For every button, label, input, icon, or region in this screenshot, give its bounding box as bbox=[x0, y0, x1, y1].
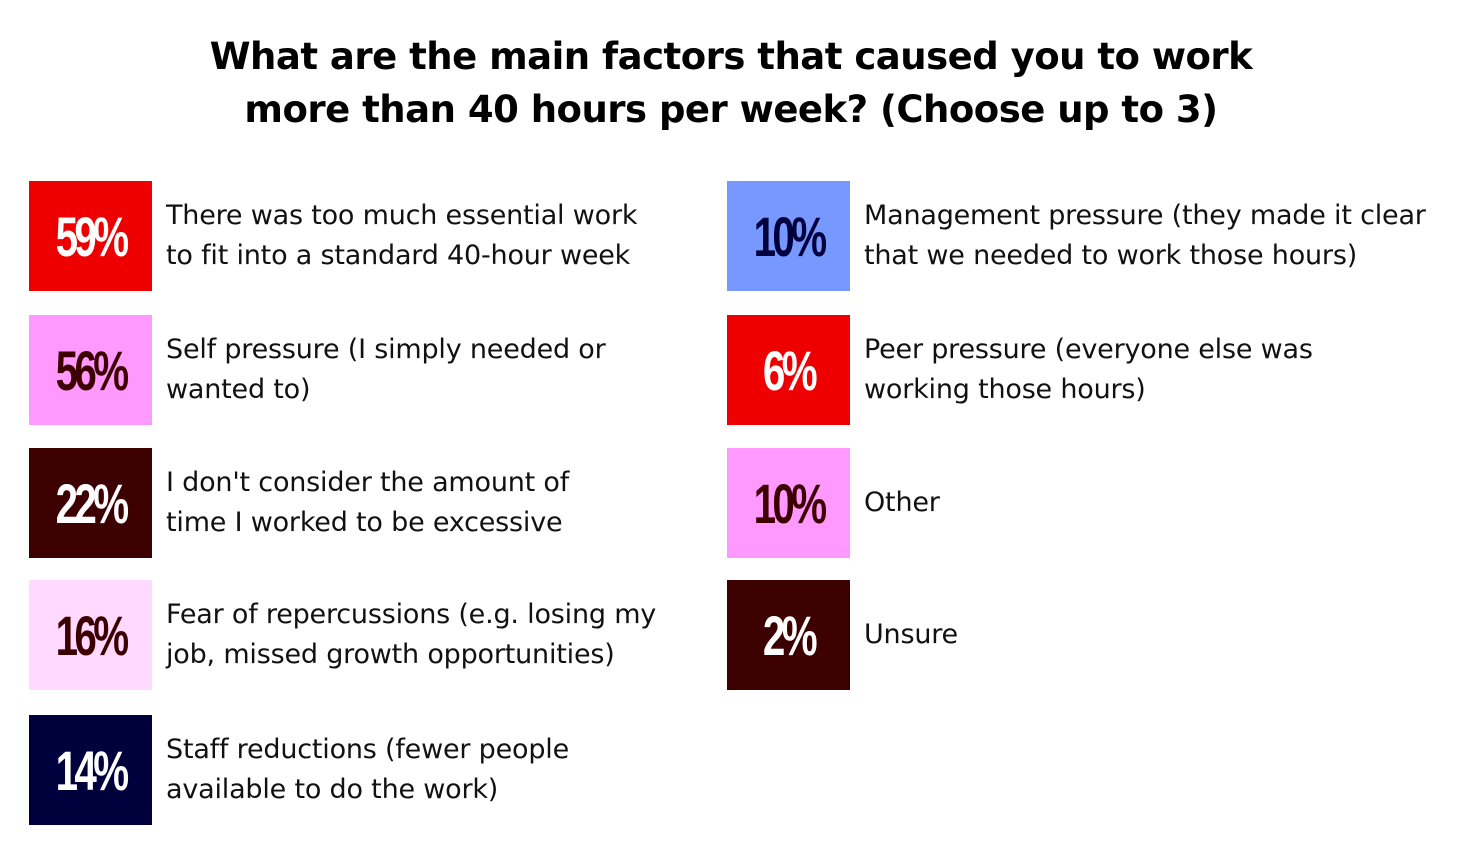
percent-badge: 16% bbox=[29, 580, 152, 690]
percent-value: 2% bbox=[762, 603, 818, 667]
factor-label-line: Other bbox=[864, 487, 940, 518]
factor-label-line: job, missed growth opportunities) bbox=[166, 639, 615, 670]
factor-label-line: Fear of repercussions (e.g. losing my bbox=[166, 599, 657, 630]
chart-title-line-2: more than 40 hours per week? (Choose up … bbox=[244, 88, 1218, 131]
chart-title: What are the main factors that caused yo… bbox=[0, 30, 1462, 136]
factor-row: 2% Unsure bbox=[727, 580, 1447, 690]
percent-value: 6% bbox=[762, 338, 818, 402]
factor-label-line: Unsure bbox=[864, 619, 958, 650]
factor-row: 10% Management pressure (they made it cle… bbox=[727, 181, 1447, 291]
factor-label-line: There was too much essential work bbox=[166, 200, 638, 231]
factor-label: Management pressure (they made it clear t… bbox=[864, 181, 1426, 291]
factor-label-line: Management pressure (they made it clear bbox=[864, 200, 1426, 231]
percent-value: 56% bbox=[55, 338, 130, 402]
factor-label-line: Staff reductions (fewer people bbox=[166, 734, 569, 765]
factor-label: Staff reductions (fewer people available … bbox=[166, 715, 569, 825]
factor-label-line: available to do the work) bbox=[166, 774, 499, 805]
percent-badge: 59% bbox=[29, 181, 152, 291]
chart-title-line-1: What are the main factors that caused yo… bbox=[209, 35, 1253, 78]
percent-badge: 10% bbox=[727, 181, 850, 291]
percent-value: 22% bbox=[55, 471, 130, 535]
factor-label: Peer pressure (everyone else was working … bbox=[864, 315, 1313, 425]
percent-badge: 2% bbox=[727, 580, 850, 690]
factor-label-line: Peer pressure (everyone else was bbox=[864, 334, 1313, 365]
percent-value: 14% bbox=[55, 738, 130, 802]
factor-row: 14% Staff reductions (fewer people availab… bbox=[29, 715, 709, 825]
factor-label: Other bbox=[864, 448, 940, 558]
factor-row: 22% I don't consider the amount of time I … bbox=[29, 448, 709, 558]
percent-badge: 22% bbox=[29, 448, 152, 558]
factor-row: 59% There was too much essential work to f… bbox=[29, 181, 709, 291]
percent-value: 10% bbox=[753, 471, 828, 535]
percent-value: 10% bbox=[753, 204, 828, 268]
percent-badge: 10% bbox=[727, 448, 850, 558]
factor-label-line: that we needed to work those hours) bbox=[864, 240, 1358, 271]
percent-badge: 14% bbox=[29, 715, 152, 825]
percent-value: 59% bbox=[55, 204, 130, 268]
factor-label-line: Self pressure (I simply needed or bbox=[166, 334, 606, 365]
factor-label-line: time I worked to be excessive bbox=[166, 507, 563, 538]
percent-badge: 6% bbox=[727, 315, 850, 425]
factor-label-line: I don't consider the amount of bbox=[166, 467, 570, 498]
factor-label: There was too much essential work to fit … bbox=[166, 181, 637, 291]
factor-label: Self pressure (I simply needed or wanted … bbox=[166, 315, 606, 425]
factor-label: Fear of repercussions (e.g. losing my job… bbox=[166, 580, 656, 690]
factor-label-line: to fit into a standard 40-hour week bbox=[166, 240, 631, 271]
percent-badge: 56% bbox=[29, 315, 152, 425]
factor-label-line: wanted to) bbox=[166, 374, 311, 405]
factor-row: 16% Fear of repercussions (e.g. losing my… bbox=[29, 580, 709, 690]
factor-label: I don't consider the amount of time I wor… bbox=[166, 448, 569, 558]
factor-row: 6% Peer pressure (everyone else was workin… bbox=[727, 315, 1447, 425]
factor-label-line: working those hours) bbox=[864, 374, 1146, 405]
factor-row: 10% Other bbox=[727, 448, 1447, 558]
percent-value: 16% bbox=[55, 603, 130, 667]
factor-row: 56% Self pressure (I simply needed or want… bbox=[29, 315, 709, 425]
factor-label: Unsure bbox=[864, 580, 958, 690]
